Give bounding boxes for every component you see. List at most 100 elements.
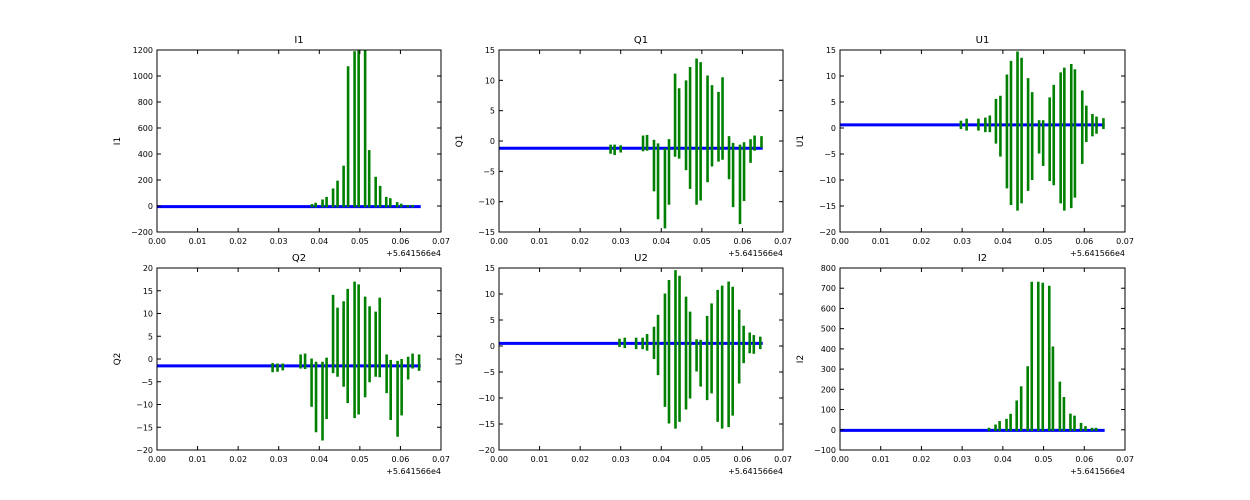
plot-area (499, 58, 763, 229)
y-tick-label: −15 (478, 228, 495, 237)
axes-frame (156, 49, 442, 233)
subplot-q1: 0.00 0.01 0.02 0.03 0.04 0.05 0.06 0.07 −15 −10 −5… (455, 35, 792, 258)
x-tick-label: 0.06 (1075, 237, 1093, 246)
y-tick-label: −10 (819, 176, 836, 185)
x-tick-label: 0.02 (913, 237, 931, 246)
axes-frame (839, 49, 1126, 233)
y-tick-label: 10 (485, 76, 495, 85)
y-axis-label: I1 (113, 137, 123, 145)
y-tick-label: −20 (478, 446, 495, 455)
x-tick-label: 0.04 (994, 455, 1012, 464)
y-tick-label: 20 (143, 264, 153, 273)
x-tick-label: 0.07 (774, 455, 792, 464)
y-tick-label: 5 (490, 316, 495, 325)
x-offset-label: +5.641566e4 (386, 249, 441, 258)
x-tick-label: 0.07 (432, 455, 450, 464)
subplot-q2: 0.00 0.01 0.02 0.03 0.04 0.05 0.06 0.07 −20 −15 −1… (113, 253, 450, 476)
x-tick-label: 0.03 (953, 237, 971, 246)
plot-area (499, 270, 763, 429)
plot-area (840, 281, 1105, 432)
x-tick-label: 0.05 (351, 455, 369, 464)
y-tick-label: −20 (136, 446, 153, 455)
y-tick-label: −10 (478, 198, 495, 207)
y-tick-label: 0 (490, 137, 495, 146)
x-tick-label: 0.04 (994, 237, 1012, 246)
x-tick-label: 0.05 (1035, 237, 1053, 246)
x-tick-label: 0.00 (490, 455, 508, 464)
y-tick-label: 5 (148, 332, 153, 341)
y-tick-label: 700 (821, 284, 836, 293)
x-tick-label: 0.06 (1075, 455, 1093, 464)
subplot-u2: 0.00 0.01 0.02 0.03 0.04 0.05 0.06 0.07 −20 −15 −1… (455, 253, 792, 476)
x-tick-label: 0.00 (831, 455, 849, 464)
x-offset-label: +5.641566e4 (386, 467, 441, 476)
subplot-i1: 0.00 0.01 0.02 0.03 0.04 0.05 0.06 0.07 −200 0 200… (113, 35, 450, 258)
y-axis-label: I2 (796, 355, 806, 363)
y-tick-label: 5 (490, 107, 495, 116)
y-tick-label: 600 (821, 304, 836, 313)
y-tick-label: 15 (826, 46, 836, 55)
y-tick-label: 600 (138, 124, 153, 133)
y-axis-label: Q2 (113, 353, 123, 366)
y-tick-label: −10 (136, 401, 153, 410)
y-tick-label: −15 (136, 423, 153, 432)
y-tick-label: −10 (478, 394, 495, 403)
x-tick-label: 0.05 (693, 455, 711, 464)
y-tick-label: 15 (143, 287, 153, 296)
y-tick-label: −100 (814, 446, 836, 455)
subplot-title: U2 (634, 253, 648, 264)
y-tick-label: −5 (824, 150, 836, 159)
x-tick-label: 0.04 (652, 455, 670, 464)
x-tick-label: 0.01 (531, 237, 549, 246)
y-tick-label: 0 (148, 355, 153, 364)
x-tick-label: 0.01 (189, 455, 207, 464)
y-tick-label: −5 (483, 167, 495, 176)
x-tick-label: 0.04 (310, 237, 328, 246)
x-tick-label: 0.01 (189, 237, 207, 246)
subplot-title: Q1 (634, 35, 648, 46)
x-tick-label: 0.02 (229, 455, 247, 464)
y-axis-label: U1 (796, 135, 806, 147)
x-tick-label: 0.02 (571, 237, 589, 246)
y-tick-label: 10 (143, 310, 153, 319)
y-tick-label: 200 (821, 385, 836, 394)
subplot-i2: 0.00 0.01 0.02 0.03 0.04 0.05 0.06 0.07 −100 0 100… (796, 253, 1134, 476)
y-tick-label: −5 (483, 368, 495, 377)
subplot-title: I2 (978, 253, 987, 264)
y-tick-label: 400 (821, 345, 836, 354)
y-tick-label: −200 (131, 228, 153, 237)
x-tick-label: 0.05 (693, 237, 711, 246)
x-tick-label: 0.02 (229, 237, 247, 246)
x-tick-label: 0.06 (734, 455, 752, 464)
y-axis-label: Q1 (455, 135, 465, 148)
y-axis-label: U2 (455, 353, 465, 365)
axes-frame (498, 267, 784, 451)
y-tick-label: 15 (485, 46, 495, 55)
plot-area (157, 281, 421, 441)
subplot-title: Q2 (292, 253, 306, 264)
x-tick-label: 0.03 (270, 237, 288, 246)
y-tick-label: −5 (141, 378, 153, 387)
subplot-title: U1 (976, 35, 990, 46)
x-tick-label: 0.03 (270, 455, 288, 464)
y-tick-label: 1200 (133, 46, 153, 55)
plot-area (157, 50, 421, 209)
x-tick-label: 0.07 (432, 237, 450, 246)
plot-area (840, 51, 1105, 211)
y-tick-label: 0 (831, 124, 836, 133)
x-tick-label: 0.03 (953, 455, 971, 464)
x-offset-label: +5.641566e4 (728, 467, 783, 476)
x-tick-label: 0.04 (310, 455, 328, 464)
x-tick-label: 0.04 (652, 237, 670, 246)
x-tick-label: 0.06 (392, 237, 410, 246)
x-tick-label: 0.03 (612, 455, 630, 464)
x-tick-label: 0.07 (1116, 455, 1134, 464)
subplot-title: I1 (294, 35, 303, 46)
x-tick-label: 0.07 (774, 237, 792, 246)
x-tick-label: 0.01 (872, 455, 890, 464)
y-tick-label: 800 (138, 98, 153, 107)
x-tick-label: 0.00 (148, 455, 166, 464)
subplot-u1: 0.00 0.01 0.02 0.03 0.04 0.05 0.06 0.07 −20 −15 −1… (796, 35, 1134, 258)
x-tick-label: 0.00 (148, 237, 166, 246)
